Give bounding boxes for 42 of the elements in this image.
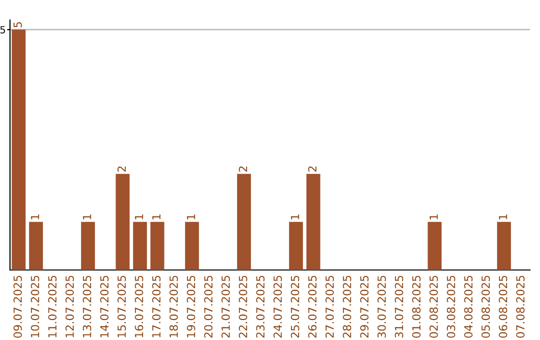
x-tick-label: 01.08.2025 (412, 276, 421, 338)
x-tick-label: 16.07.2025 (134, 276, 144, 338)
x-tick-label: 20.07.2025 (204, 276, 213, 338)
x-tick-label: 28.07.2025 (342, 276, 352, 338)
x-tick-label: 11.07.2025 (48, 276, 57, 338)
data-label: 1 (498, 214, 508, 220)
data-label: 1 (186, 214, 196, 220)
data-label: 1 (290, 214, 300, 220)
data-label: 2 (308, 166, 316, 172)
x-tick-label: 06.08.2025 (498, 276, 508, 338)
x-tick-label: 26.07.2025 (308, 276, 317, 338)
x-tick-label: 05.08.2025 (481, 276, 490, 338)
data-label: 1 (152, 214, 160, 220)
x-tick-label: 17.07.2025 (152, 276, 161, 338)
x-tick-label: 02.08.2025 (429, 276, 438, 338)
data-label: 1 (82, 214, 92, 220)
x-tick-label: 12.07.2025 (65, 276, 74, 338)
data-label: 2 (238, 166, 248, 172)
x-tick-label: 04.08.2025 (464, 276, 473, 338)
x-tick-label: 27.07.2025 (325, 276, 334, 338)
x-tick-label: 24.07.2025 (273, 276, 282, 338)
x-tick-label: 09.07.2025 (13, 276, 22, 338)
x-tick-label: 19.07.2025 (186, 276, 196, 338)
x-tick-label: 25.07.2025 (290, 276, 300, 338)
x-tick-label: 13.07.2025 (82, 276, 92, 338)
data-label: 2 (117, 166, 126, 172)
x-tick-label: 07.08.2025 (516, 276, 525, 338)
x-tick-label: 21.07.2025 (221, 276, 230, 338)
x-tick-label: 18.07.2025 (169, 276, 178, 338)
x-tick-label: 29.07.2025 (360, 276, 369, 338)
data-label: 1 (134, 214, 144, 220)
x-tick-label: 30.07.2025 (377, 276, 386, 338)
x-tick-label: 03.08.2025 (446, 276, 456, 338)
data-label: 1 (30, 214, 40, 220)
x-tick-label: 23.07.2025 (256, 276, 265, 338)
x-tick-label: 22.07.2025 (238, 276, 248, 338)
x-tick-label: 15.07.2025 (117, 276, 126, 338)
data-label: 5 (14, 22, 22, 28)
x-tick-label: 31.07.2025 (394, 276, 404, 338)
x-tick-label: 14.07.2025 (100, 276, 109, 338)
x-tick-label: 10.07.2025 (30, 276, 40, 338)
data-label: 1 (430, 214, 438, 220)
